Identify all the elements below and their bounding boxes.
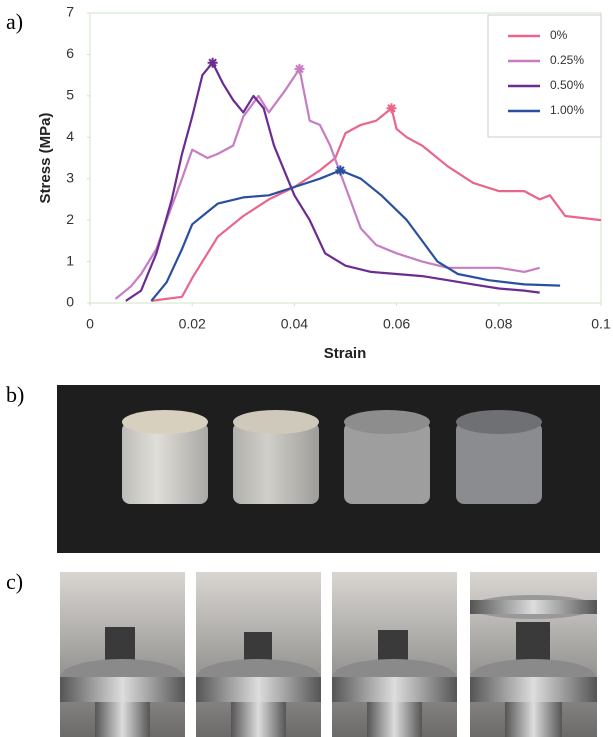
y-tick-label: 0	[66, 294, 74, 310]
chart: Strain Stress (MPa) 0 1 2 3 4 5 6 7 0 0.02 0.04 0.0…	[37, 4, 611, 362]
peak-marker	[295, 64, 305, 74]
y-tick-label: 7	[66, 4, 74, 20]
x-tick-label: 0.08	[485, 316, 512, 332]
y-tick-label: 6	[66, 45, 74, 61]
y-tick-label: 2	[66, 211, 74, 227]
panel-label: c)	[6, 569, 23, 594]
x-tick-label: 0.1	[591, 316, 611, 332]
panel-label: a)	[6, 9, 23, 34]
y-axis-title: Stress (MPa)	[37, 113, 54, 204]
peak-marker	[386, 103, 396, 113]
legend-label: 1.00%	[550, 103, 584, 117]
y-tick-label: 5	[66, 87, 74, 103]
photo-tests	[60, 572, 597, 737]
series-line	[126, 63, 540, 301]
figure: a) b) c)	[0, 0, 613, 737]
peak-marker	[208, 58, 218, 68]
y-tick-label: 3	[66, 169, 74, 185]
x-tick-label: 0.02	[179, 316, 206, 332]
legend-box	[488, 15, 601, 137]
peak-marker	[335, 165, 345, 175]
x-tick-label: 0.04	[281, 316, 308, 332]
y-tick-label: 1	[66, 252, 74, 268]
legend-label: 0%	[550, 28, 568, 42]
legend-label: 0.50%	[550, 78, 584, 92]
panel-label: b)	[6, 382, 24, 407]
x-axis-title: Strain	[324, 345, 367, 362]
photo-samples	[57, 385, 600, 553]
y-tick-label: 4	[66, 128, 74, 144]
legend-label: 0.25%	[550, 53, 584, 67]
x-tick-label: 0.06	[383, 316, 410, 332]
x-tick-label: 0	[86, 316, 94, 332]
